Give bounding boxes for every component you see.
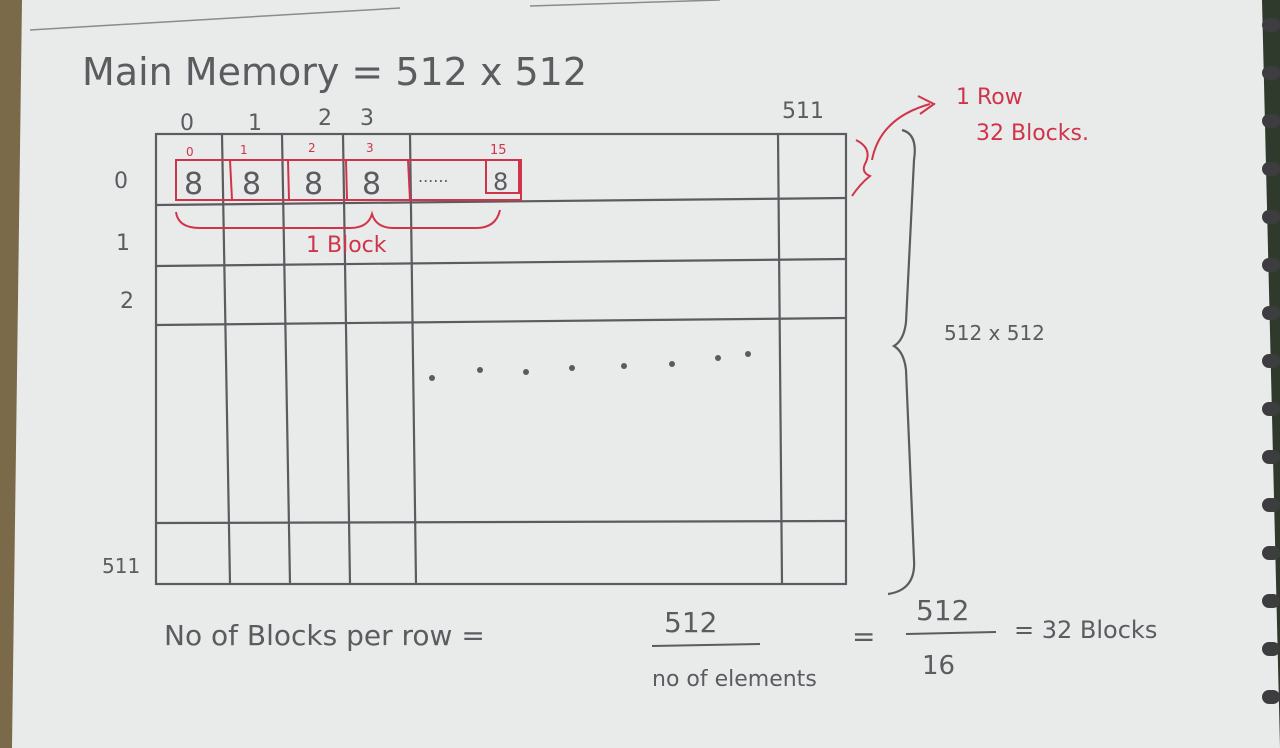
spiral-ring bbox=[1262, 114, 1280, 128]
spiral-ring bbox=[1262, 354, 1280, 368]
fraction-bar-1 bbox=[651, 643, 761, 647]
block-cell-value: 8 bbox=[184, 167, 203, 202]
row-label: 2 bbox=[120, 289, 134, 314]
spiral-ring bbox=[1262, 546, 1280, 560]
row-arrow-head bbox=[917, 95, 936, 115]
column-line bbox=[408, 133, 418, 585]
column-label: 511 bbox=[782, 99, 824, 124]
element-index: 2 bbox=[308, 141, 316, 155]
dot bbox=[621, 363, 627, 369]
row-brace bbox=[851, 139, 872, 197]
formula-numerator-2: 512 bbox=[916, 594, 969, 627]
element-index: 3 bbox=[366, 141, 374, 155]
formula-equals: = bbox=[852, 620, 875, 653]
block-group: 0 1 2 3 15 8 8 8 8 8 ...... 1 Block bbox=[175, 141, 522, 258]
spiral-ring bbox=[1262, 594, 1280, 608]
heading: Main Memory = 512 x 512 bbox=[82, 50, 587, 94]
spiral-ring bbox=[1262, 498, 1280, 512]
block-cell-value: 8 bbox=[493, 168, 508, 196]
spiral-ring bbox=[1262, 210, 1280, 224]
element-index: 0 bbox=[186, 145, 194, 159]
block-divider bbox=[287, 159, 290, 201]
block-cell-value: 8 bbox=[304, 167, 323, 202]
row-label: 511 bbox=[102, 554, 140, 578]
row-label: 0 bbox=[114, 169, 128, 194]
formula-denominator-2: 16 bbox=[922, 651, 955, 681]
formula: No of Blocks per row = 512 no of element… bbox=[164, 594, 1157, 692]
column-label: 3 bbox=[360, 106, 374, 131]
paper-sheet bbox=[12, 0, 1280, 748]
row-line bbox=[155, 316, 847, 327]
block-cell-value: 8 bbox=[242, 167, 261, 202]
column-line bbox=[341, 133, 352, 585]
dot bbox=[745, 351, 751, 357]
column-line bbox=[776, 133, 784, 585]
block-divider bbox=[345, 159, 348, 201]
row-line bbox=[155, 196, 847, 207]
spiral-ring bbox=[1262, 306, 1280, 320]
block-cell-value: 8 bbox=[362, 167, 381, 202]
spiral-ring bbox=[1262, 162, 1280, 176]
spiral-binding bbox=[1262, 18, 1280, 704]
element-index: 1 bbox=[240, 143, 248, 157]
spiral-ring bbox=[1262, 690, 1280, 704]
dot bbox=[429, 375, 435, 381]
column-label: 2 bbox=[318, 106, 332, 131]
row-line bbox=[155, 519, 847, 525]
spiral-ring bbox=[1262, 258, 1280, 272]
block-brace-label: 1 Block bbox=[306, 233, 387, 258]
block-outline bbox=[175, 159, 522, 201]
block-brace bbox=[175, 209, 501, 229]
formula-denominator-1: no of elements bbox=[652, 667, 817, 692]
spiral-ring bbox=[1262, 66, 1280, 80]
element-index: 15 bbox=[490, 143, 507, 158]
formula-result: = 32 Blocks bbox=[1014, 616, 1157, 644]
block-ellipsis: ...... bbox=[418, 167, 449, 186]
formula-lhs: No of Blocks per row = bbox=[164, 619, 485, 652]
page-top-rule-right bbox=[529, 0, 721, 7]
spiral-ring bbox=[1262, 450, 1280, 464]
row-annotation-line1: 1 Row bbox=[956, 85, 1023, 110]
dot bbox=[477, 367, 483, 373]
dot bbox=[669, 361, 675, 367]
spiral-ring bbox=[1262, 18, 1280, 32]
block-divider bbox=[407, 159, 411, 201]
page-top-rule bbox=[29, 7, 401, 31]
row-line bbox=[155, 257, 847, 268]
size-annotation: 512 x 512 bbox=[944, 321, 1045, 345]
dot bbox=[523, 369, 529, 375]
column-line bbox=[280, 133, 292, 585]
column-label: 0 bbox=[180, 111, 194, 136]
grid-outline bbox=[154, 132, 848, 586]
dot bbox=[715, 355, 721, 361]
row-arrow bbox=[871, 103, 931, 161]
fraction-bar-2 bbox=[905, 631, 997, 635]
row-label: 1 bbox=[116, 231, 130, 256]
column-line bbox=[220, 133, 232, 585]
block-divider bbox=[229, 159, 233, 201]
continuation-dots bbox=[429, 351, 751, 381]
formula-numerator-1: 512 bbox=[664, 606, 717, 639]
column-label: 1 bbox=[248, 111, 262, 136]
size-brace bbox=[887, 128, 916, 596]
last-element-box bbox=[485, 159, 520, 194]
memory-grid bbox=[154, 132, 848, 586]
spiral-ring bbox=[1262, 402, 1280, 416]
spiral-ring bbox=[1262, 642, 1280, 656]
row-annotation-line2: 32 Blocks. bbox=[976, 121, 1089, 146]
dot bbox=[569, 365, 575, 371]
